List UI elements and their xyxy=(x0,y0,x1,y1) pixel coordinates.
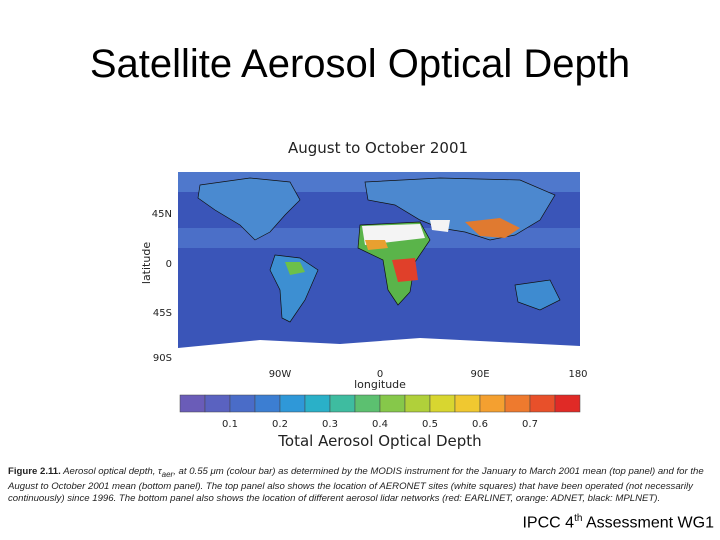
antarctica xyxy=(178,338,580,362)
x-tick-label: 180 xyxy=(568,369,587,380)
colorbar-swatch xyxy=(529,394,556,413)
colorbar-swatch xyxy=(304,394,331,413)
colorbar-tick-label: 0.4 xyxy=(372,419,388,430)
x-tick-label: 90E xyxy=(470,369,489,380)
colorbar-label: Total Aerosol Optical Depth xyxy=(277,432,481,450)
colorbar-swatch xyxy=(429,394,456,413)
y-ticks: 45N 0 45S 90S xyxy=(152,209,172,364)
arabia-white xyxy=(430,220,450,232)
footer: IPCC 4th Assessment WG1 xyxy=(522,513,714,532)
dust-plume xyxy=(365,240,388,250)
amazon-smoke xyxy=(285,262,305,275)
footer-text: Assessment WG1 xyxy=(582,514,714,532)
footer-superscript: th xyxy=(574,513,583,524)
x-tick-label: 90W xyxy=(269,369,292,380)
colorbar-swatch xyxy=(504,394,531,413)
caption-symbol: τ xyxy=(158,466,162,477)
colorbar: 0.1 0.2 0.3 0.4 0.5 0.6 0.7 xyxy=(179,394,581,430)
colorbar-swatch xyxy=(254,394,281,413)
colorbar-tick-label: 0.3 xyxy=(322,419,338,430)
colorbar-tick-label: 0.2 xyxy=(272,419,288,430)
caption-subscript: aer xyxy=(161,469,174,479)
colorbar-swatch xyxy=(229,394,256,413)
y-tick-label: 90S xyxy=(153,353,172,364)
north-america xyxy=(197,177,301,241)
y-tick-label: 45S xyxy=(153,308,172,319)
colorbar-tick-label: 0.7 xyxy=(522,419,538,430)
colorbar-swatch xyxy=(329,394,356,413)
sahara-white xyxy=(362,224,425,245)
africa-smoke xyxy=(392,258,418,282)
map xyxy=(178,172,580,362)
x-ticks: 90W 0 90E 180 xyxy=(269,369,588,380)
y-axis-label: latitude xyxy=(140,242,153,284)
caption-text: Aerosol optical depth, xyxy=(63,466,156,477)
colorbar-swatch xyxy=(354,394,381,413)
colorbar-swatch xyxy=(379,394,406,413)
colorbar-tick-label: 0.1 xyxy=(222,419,238,430)
colorbar-tick-label: 0.5 xyxy=(422,419,438,430)
x-axis-label: longitude xyxy=(354,378,406,391)
colorbar-swatch xyxy=(454,394,481,413)
south-america xyxy=(269,254,319,323)
colorbar-swatch xyxy=(554,394,581,413)
footer-text: IPCC 4 xyxy=(522,514,575,532)
colorbar-swatch xyxy=(179,394,206,413)
asia-haze xyxy=(465,218,520,238)
australia xyxy=(514,279,561,311)
colorbar-swatch xyxy=(279,394,306,413)
x-tick-label: 0 xyxy=(377,369,383,380)
y-tick-label: 0 xyxy=(166,259,172,270)
caption-lead: Figure 2.11. xyxy=(8,466,61,477)
slide-title: Satellite Aerosol Optical Depth xyxy=(89,42,631,86)
caption: Figure 2.11. Aerosol optical depth, τaer… xyxy=(8,466,714,505)
colorbar-swatch xyxy=(479,394,506,413)
colorbar-swatch xyxy=(204,394,231,413)
figure: August to October 2001 latitude 45N 0 45S 9… xyxy=(140,139,588,450)
caption-text: , at 0.55 μm (colour bar) as determined … xyxy=(8,466,704,504)
colorbar-tick-label: 0.6 xyxy=(472,419,488,430)
colorbar-swatch xyxy=(404,394,431,413)
figure-title: August to October 2001 xyxy=(288,139,468,157)
y-tick-label: 45N xyxy=(152,209,172,220)
